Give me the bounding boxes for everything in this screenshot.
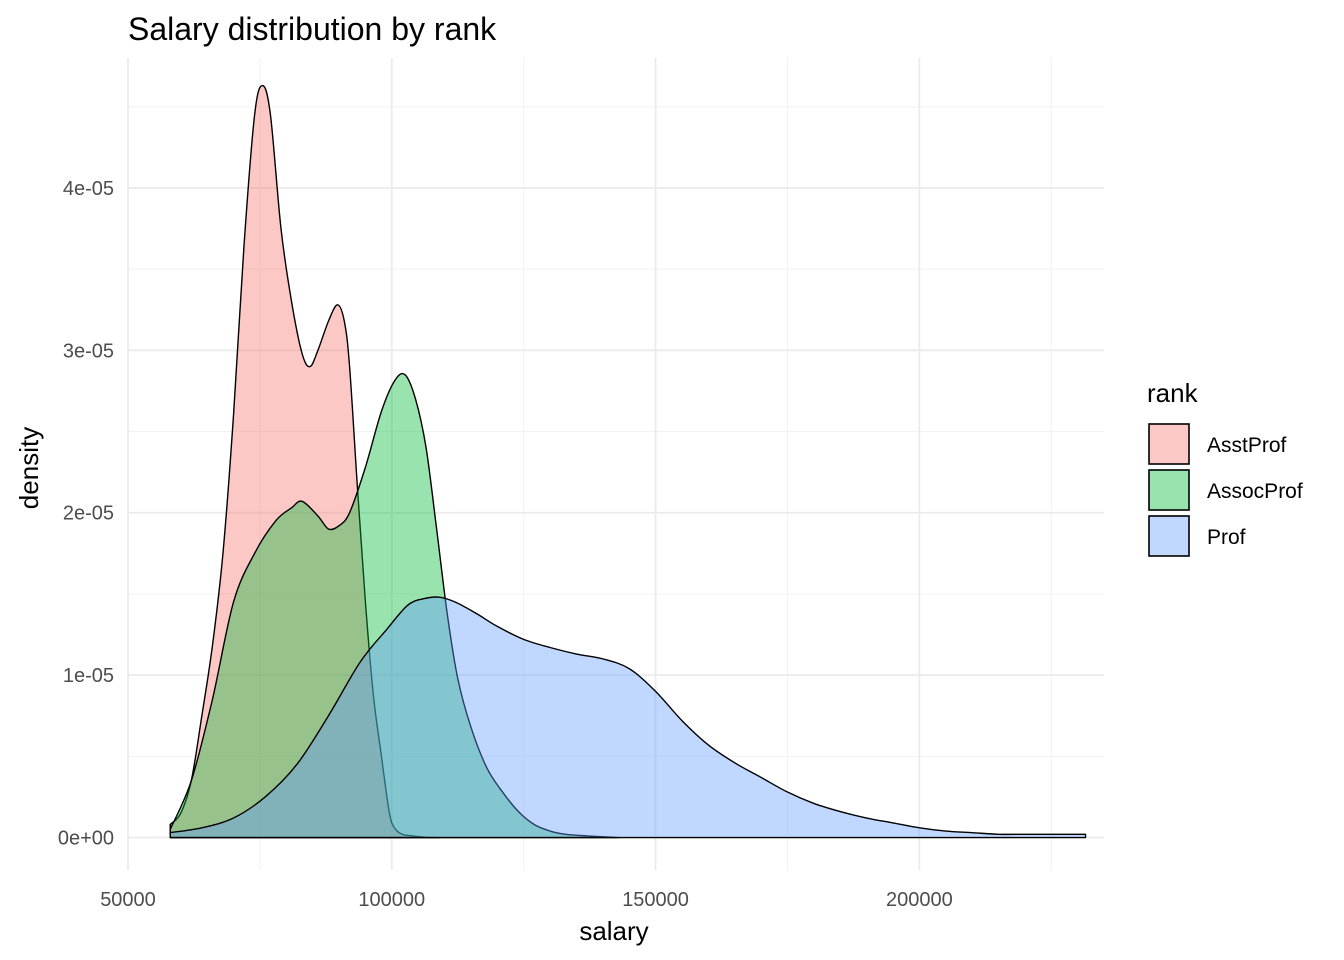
y-axis-title: density [14, 427, 44, 509]
x-tick-label: 100000 [358, 889, 425, 911]
legend-key-bg [1148, 469, 1190, 511]
y-tick-label: 3e-05 [63, 340, 114, 362]
y-tick-label: 1e-05 [63, 665, 114, 687]
x-axis-title: salary [579, 916, 648, 946]
x-axis-ticks: 50000 100000 150000 200000 [100, 889, 953, 911]
legend-key-bg [1148, 515, 1190, 557]
density-area-assocprof [169, 372, 620, 839]
x-tick-label: 50000 [100, 889, 156, 911]
y-tick-label: 4e-05 [63, 178, 114, 200]
density-areas [169, 84, 1087, 839]
y-axis-ticks: 0e+00 1e-05 2e-05 3e-05 4e-05 [58, 178, 114, 850]
chart-title: Salary distribution by rank [128, 11, 497, 47]
x-tick-label: 200000 [886, 889, 953, 911]
legend-key-bg [1148, 423, 1190, 465]
legend-title: rank [1147, 378, 1199, 408]
legend-key-prof [1148, 515, 1190, 557]
legend-label-asstprof: AsstProf [1207, 434, 1287, 457]
legend-key-asstprof [1148, 423, 1190, 465]
legend-label-assocprof: AssocProf [1207, 480, 1303, 503]
legend: rank AsstProf AssocProf Prof [1147, 378, 1303, 557]
x-tick-label: 150000 [622, 889, 689, 911]
y-tick-label: 2e-05 [63, 503, 114, 525]
grid-minor [128, 58, 1104, 870]
legend-label-prof: Prof [1207, 526, 1246, 549]
density-area-asstprof [169, 84, 440, 839]
density-area-prof [169, 596, 1087, 839]
y-tick-label: 0e+00 [58, 828, 114, 850]
legend-key-assocprof [1148, 469, 1190, 511]
